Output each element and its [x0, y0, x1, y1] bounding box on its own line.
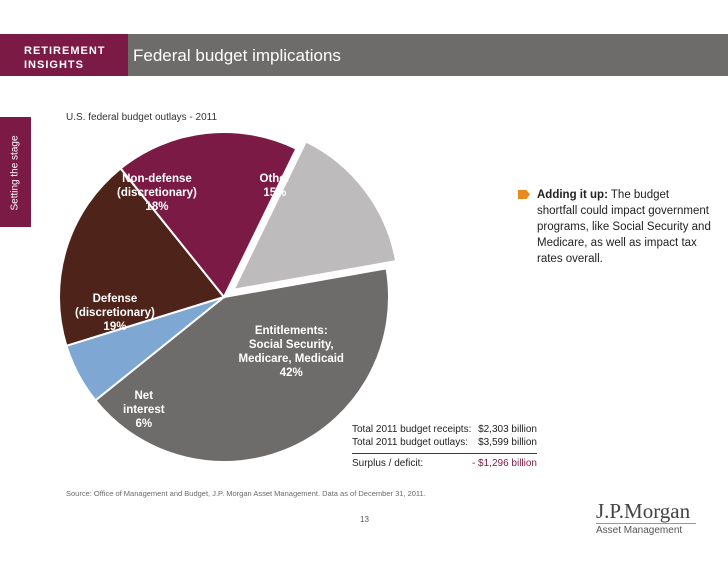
brand-line-1: RETIREMENT — [24, 45, 106, 57]
logo-divider — [596, 523, 696, 524]
callout-bold: Adding it up: — [537, 189, 608, 201]
brand-line-2: INSIGHTS — [24, 59, 84, 71]
logo-name: J.P.Morgan — [596, 499, 691, 523]
pie-slice-defense — [58, 167, 226, 348]
header-bar: RETIREMENT INSIGHTS Federal budget impli… — [0, 34, 728, 76]
outlays-row: Total 2011 budget outlays: $3,599 billio… — [352, 437, 537, 450]
receipts-label: Total 2011 budget receipts: — [352, 424, 472, 435]
totals-divider — [352, 453, 537, 454]
source-note: Source: Office of Management and Budget,… — [66, 489, 426, 498]
slice-label-net-interest: Net interest 6% — [123, 390, 165, 430]
deficit-row: Surplus / deficit: - $1,296 billion — [352, 458, 537, 471]
flag-icon — [518, 190, 530, 199]
pie-slice-other — [231, 140, 398, 292]
slice-label-non-defense: Non-defense (discretionary) 18% — [117, 173, 197, 213]
jpmorgan-logo: J.P.Morgan Asset Management — [596, 500, 696, 536]
brand-block: RETIREMENT INSIGHTS — [0, 34, 128, 76]
pie-slice-non-defense — [119, 131, 298, 299]
deficit-label: Surplus / deficit: — [352, 458, 424, 469]
deficit-value: - $1,296 billion — [471, 458, 537, 469]
chart-title: U.S. federal budget outlays - 2011 — [66, 112, 218, 123]
page-number: 13 — [360, 515, 369, 524]
slice-label-entitlements: Entitlements: Social Security, Medicare, M… — [238, 325, 344, 379]
callout-note: Adding it up: The budget shortfall could… — [537, 187, 712, 267]
receipts-row: Total 2011 budget receipts: $2,303 billi… — [352, 424, 537, 437]
slice-label-defense: Defense (discretionary) 19% — [75, 293, 155, 333]
side-tab: Setting the stage — [0, 117, 31, 227]
slice-label-other: Other 15% — [259, 173, 291, 199]
receipts-value: $2,303 billion — [478, 424, 537, 435]
outlays-label: Total 2011 budget outlays: — [352, 437, 469, 448]
logo-sub: Asset Management — [596, 525, 683, 536]
outlays-value: $3,599 billion — [478, 437, 537, 448]
page-title: Federal budget implications — [133, 46, 341, 65]
pie-slice-entitlements — [94, 267, 390, 463]
callout-text: The budget shortfall could impact govern… — [537, 189, 711, 265]
budget-totals: Total 2011 budget receipts: $2,303 billi… — [352, 424, 537, 471]
